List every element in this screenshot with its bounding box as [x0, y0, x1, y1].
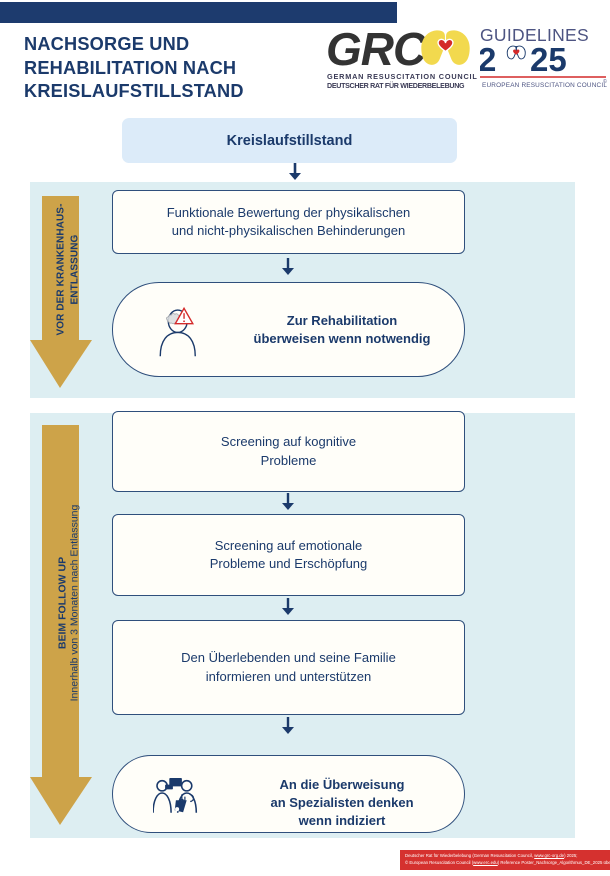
svg-text:DEUTSCHER RAT FÜR WIEDERBELEBU: DEUTSCHER RAT FÜR WIEDERBELEBUNG: [327, 81, 465, 90]
svg-text:©: ©: [603, 78, 607, 85]
svg-text:25: 25: [530, 41, 567, 78]
svg-text:2: 2: [480, 41, 496, 78]
svg-text:GRC: GRC: [326, 26, 427, 75]
svg-text:EUROPEAN RESUSCITATION COUNCIL: EUROPEAN RESUSCITATION COUNCIL: [482, 82, 607, 89]
